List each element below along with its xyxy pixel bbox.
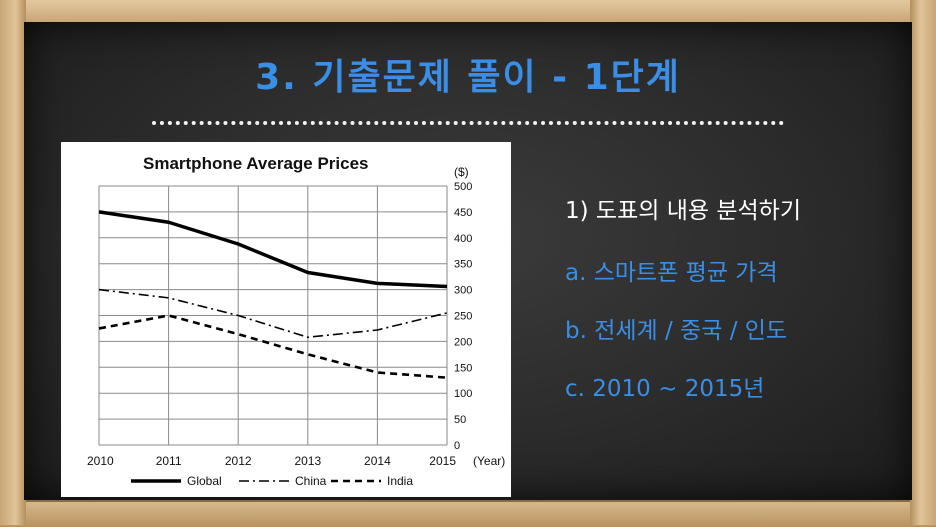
legend-label-china: China [295, 474, 327, 488]
x-tick-label: 2015 [429, 454, 456, 468]
y-tick-label: 250 [454, 311, 472, 323]
frame-top-edge [0, 0, 936, 24]
x-tick-label: 2014 [364, 454, 391, 468]
y-tick-label: 150 [454, 362, 472, 374]
notes-heading: 1) 도표의 내용 분석하기 [565, 198, 801, 224]
slide-title: 3. 기출문제 풀이 - 1단계 [255, 57, 681, 98]
y-tick-label: 500 [454, 181, 472, 193]
legend-label-global: Global [187, 474, 222, 488]
x-axis-label: (Year) [473, 454, 505, 468]
y-tick-label: 50 [454, 414, 466, 426]
dotted-divider [152, 121, 784, 125]
chart-title: Smartphone Average Prices [143, 154, 369, 173]
x-tick-label: 2011 [156, 454, 182, 468]
x-tick-label: 2010 [87, 454, 114, 468]
x-tick-label: 2013 [294, 454, 321, 468]
note-item-b: b. 전세계 / 중국 / 인도 [565, 318, 788, 344]
chart-panel: Smartphone Average Prices ($) 0 50 100 150 200… [61, 142, 511, 497]
note-item-a: a. 스마트폰 평균 가격 [565, 260, 778, 286]
y-tick-label: 100 [454, 388, 472, 400]
x-tick-label: 2012 [225, 454, 252, 468]
frame-right-edge [910, 0, 936, 525]
note-item-c: c. 2010 ~ 2015년 [565, 376, 765, 402]
y-tick-label: 300 [454, 285, 472, 297]
y-tick-label: 0 [454, 440, 460, 452]
y-tick-label: 350 [454, 259, 472, 271]
y-tick-label: 400 [454, 233, 472, 245]
legend-label-india: India [387, 474, 413, 488]
series-line-china [98, 288, 448, 339]
frame-bottom-edge [0, 500, 936, 527]
y-tick-label: 200 [454, 336, 472, 348]
series-line-india [98, 314, 448, 379]
line-chart: Smartphone Average Prices ($) 0 50 100 150 200… [87, 154, 505, 488]
y-unit-label: ($) [454, 165, 469, 179]
series-line-global [98, 210, 448, 289]
frame-left-edge [0, 0, 26, 525]
y-tick-label: 450 [454, 207, 472, 219]
